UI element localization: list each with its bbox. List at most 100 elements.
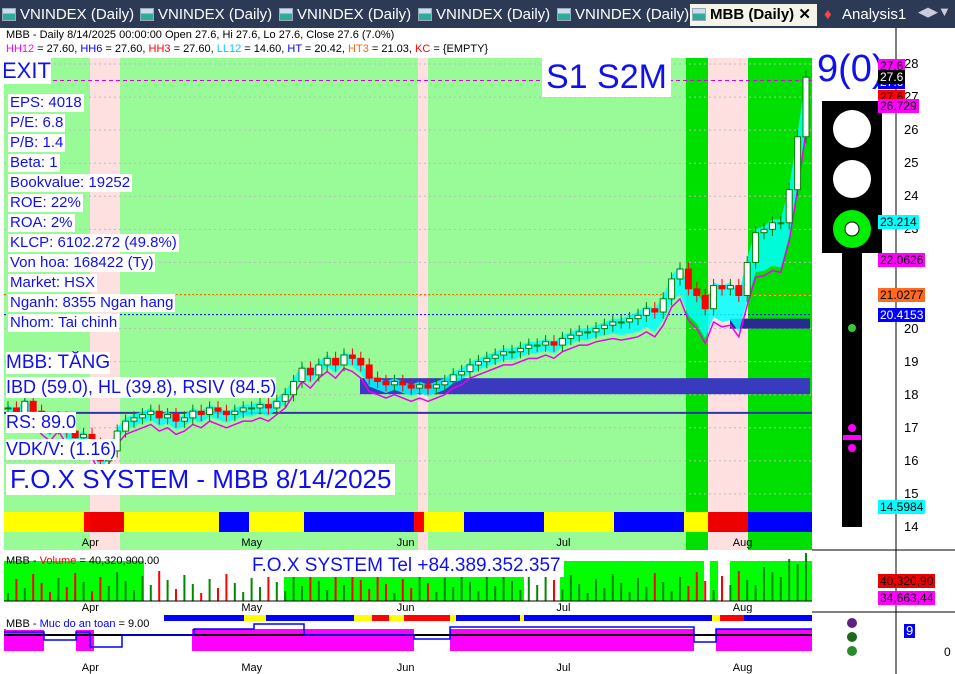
volume-bar xyxy=(191,584,194,601)
volume-bar xyxy=(737,571,740,601)
axis-tick: 18 xyxy=(904,386,919,402)
volume-bar xyxy=(376,575,379,601)
volume-bar xyxy=(553,580,555,601)
volume-bar xyxy=(469,582,471,601)
safety-zone xyxy=(450,629,694,651)
volume-bar xyxy=(603,588,606,601)
tab-vnindex-1[interactable]: VNINDEX (Daily) xyxy=(0,4,134,26)
volume-bar xyxy=(721,576,723,601)
candle xyxy=(483,357,491,363)
volume-bar xyxy=(57,578,60,601)
volume-bar xyxy=(385,584,387,601)
volume-bar xyxy=(301,586,303,601)
tab-label: VNINDEX (Daily) xyxy=(20,6,135,23)
candle xyxy=(382,380,390,386)
candle xyxy=(642,308,650,316)
tab-label: VNINDEX (Daily) xyxy=(436,6,551,23)
month-label: Aug xyxy=(733,537,753,549)
analysis-icon: ♦ xyxy=(824,6,832,23)
candle xyxy=(281,394,289,402)
tab-label: VNINDEX (Daily) xyxy=(575,6,690,23)
candle xyxy=(684,268,692,290)
candle xyxy=(592,328,600,333)
candle xyxy=(701,294,709,310)
safety-symbol: MBB xyxy=(6,618,30,630)
volume-bar xyxy=(317,581,320,601)
volume-bar xyxy=(15,579,18,601)
volume-bar xyxy=(586,593,589,601)
volume-bar xyxy=(670,591,673,601)
volume-bar xyxy=(712,590,715,601)
volume-bar xyxy=(595,579,597,601)
volume-bar xyxy=(82,582,85,601)
tab-vnindex-5[interactable]: VNINDEX (Daily) xyxy=(555,4,689,26)
signal-strip xyxy=(614,512,684,532)
volume-bar xyxy=(183,575,186,601)
volume-bar xyxy=(368,589,371,601)
safety-zero-tick: 0 xyxy=(944,645,951,659)
candle xyxy=(357,357,365,366)
candle xyxy=(617,321,625,324)
safety-zone xyxy=(192,629,414,651)
candle xyxy=(206,407,214,416)
candle xyxy=(323,357,331,366)
trend-line xyxy=(7,131,807,476)
safety-panel[interactable]: Apr May Jun Jul Aug MBB - Muc do an toan = 9… xyxy=(4,615,812,674)
safety-strip xyxy=(244,615,266,621)
count-label: 9(0) xyxy=(817,48,885,90)
tab-label: Analysis1 xyxy=(842,6,907,23)
candle xyxy=(197,410,205,416)
tab-vnindex-3[interactable]: VNINDEX (Daily) xyxy=(277,4,411,26)
fundamental-item: P/B: 1.4 xyxy=(8,134,66,152)
candle xyxy=(651,308,659,313)
volume-panel[interactable]: Apr May Jun Jul Aug MBB - Volume = 40,320,90… xyxy=(4,553,812,613)
volume-bar xyxy=(309,572,312,601)
close-tab-icon[interactable]: ✕ xyxy=(798,6,811,23)
volume-bar xyxy=(275,582,278,601)
tab-mbb[interactable]: MBB (Daily) ✕ xyxy=(690,4,817,26)
volume-bar xyxy=(7,593,9,601)
price-chart[interactable]: Apr May Jun Jul Aug MBB - Daily 8/14/2025 00… xyxy=(4,28,812,550)
candle xyxy=(567,334,575,339)
signal-strip xyxy=(748,512,812,532)
month-label: Apr xyxy=(82,662,99,674)
candle xyxy=(516,347,524,353)
volume-bar xyxy=(166,580,169,601)
volume-bar xyxy=(91,591,93,601)
volume-bar xyxy=(805,553,807,601)
candle xyxy=(768,222,776,230)
candle xyxy=(138,414,146,419)
candle xyxy=(147,410,155,416)
candle xyxy=(290,380,298,396)
month-label: Jul xyxy=(556,662,570,674)
volume-bar xyxy=(359,580,362,601)
candle xyxy=(491,354,499,359)
candle xyxy=(777,222,785,225)
month-label: May xyxy=(241,662,262,674)
price-axis[interactable]: 9(0) 28272625242322212019181716151427.62… xyxy=(812,28,955,674)
volume-bar xyxy=(124,581,127,601)
candle xyxy=(794,136,802,191)
ht3-label: HT3 xyxy=(348,43,369,55)
volume-bar xyxy=(788,559,791,601)
candle xyxy=(466,364,474,373)
signal-strip xyxy=(249,512,304,532)
fundamental-item: KLCP: 6102.272 (49.8%) xyxy=(8,234,179,252)
tab-scroll-arrows[interactable]: ◀▶▼ xyxy=(918,4,951,19)
axis-price-label: 21.0277 xyxy=(878,287,926,302)
volume-bar xyxy=(267,573,270,601)
contact-banner: F.O.X SYSTEM Tel +84.389.352.357 xyxy=(249,555,564,577)
tab-vnindex-4[interactable]: VNINDEX (Daily) xyxy=(416,4,550,26)
signal-strip xyxy=(304,512,414,532)
volume-bar xyxy=(443,578,446,601)
volume-bar xyxy=(351,571,354,601)
fundamental-item: Beta: 1 xyxy=(8,154,60,172)
month-label: May xyxy=(241,602,262,613)
kc-value: = {EMPTY} xyxy=(430,43,489,55)
tab-analysis1[interactable]: ♦ Analysis1 xyxy=(822,4,906,26)
tab-vnindex-2[interactable]: VNINDEX (Daily) xyxy=(138,4,272,26)
price-chart-canvas: Apr May Jun Jul Aug xyxy=(4,28,812,550)
tab-label: VNINDEX (Daily) xyxy=(158,6,273,23)
volume-bar xyxy=(679,577,681,601)
volume-header: MBB - Volume = 40,320,900.00 xyxy=(6,555,160,567)
